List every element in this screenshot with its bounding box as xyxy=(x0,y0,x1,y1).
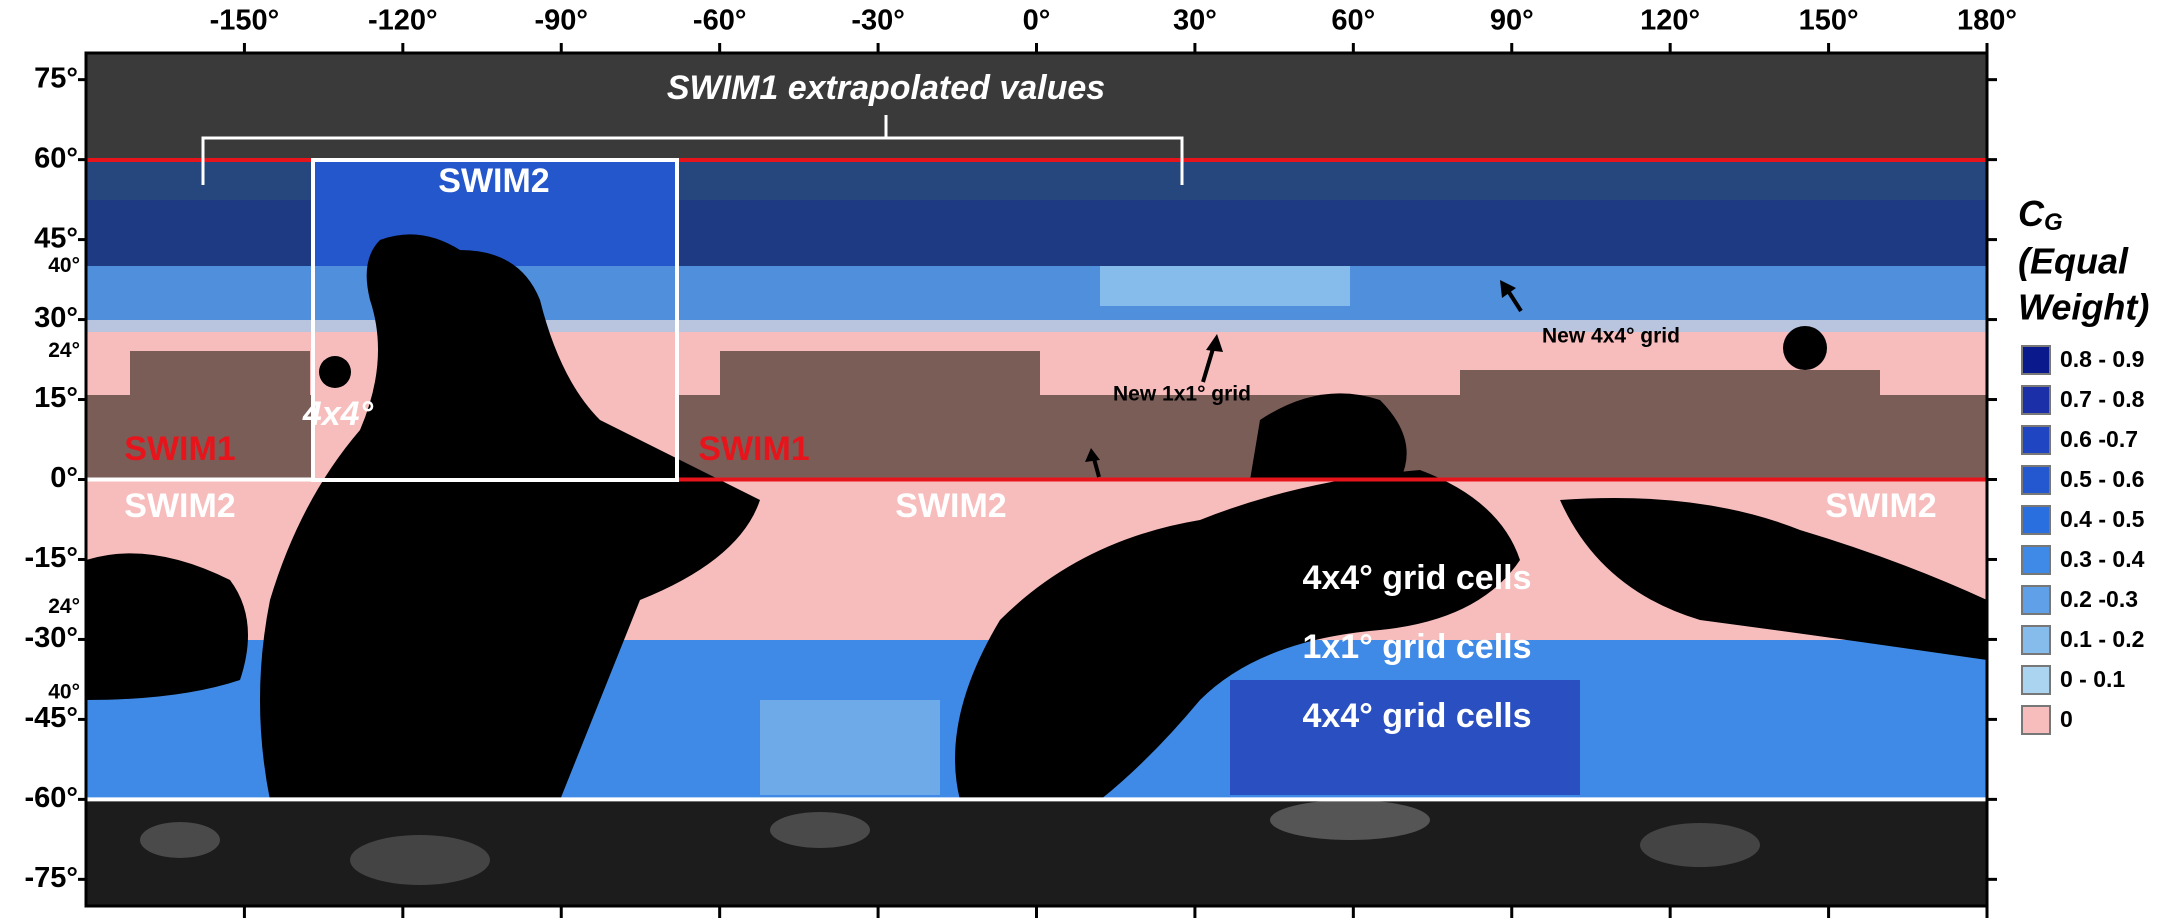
legend-swatch xyxy=(2021,505,2051,535)
legend-title-line: Weight) xyxy=(2018,287,2149,328)
y-tick-label: -15° xyxy=(24,542,78,574)
legend-swatch xyxy=(2021,385,2051,415)
annotation: 4x4° grid cells xyxy=(1302,559,1531,597)
inner-y-tick-label: 40° xyxy=(48,254,80,277)
legend-label: 0.8 - 0.9 xyxy=(2060,346,2144,372)
legend-title-line: (Equal xyxy=(2018,241,2129,282)
y-tick-label: 0° xyxy=(50,462,78,494)
annotation: SWIM1 extrapolated values xyxy=(667,69,1105,107)
y-tick-label: 15° xyxy=(34,382,78,414)
legend-swatch xyxy=(2021,545,2051,575)
annotation: 1x1° grid cells xyxy=(1302,628,1531,666)
x-tick-label: 180° xyxy=(1957,5,2017,37)
legend-swatch xyxy=(2021,465,2051,495)
inner-y-tick-label: 24° xyxy=(48,595,80,618)
y-tick-label: -60° xyxy=(24,782,78,814)
x-tick-label: 120° xyxy=(1640,5,1700,37)
y-tick-label: -30° xyxy=(24,622,78,654)
legend-label: 0.1 - 0.2 xyxy=(2060,626,2144,652)
y-tick-label: 60° xyxy=(34,142,78,174)
annotation: SWIM2 xyxy=(895,487,1006,525)
x-tick-label: 30° xyxy=(1173,5,1217,37)
legend-title: C xyxy=(2018,193,2045,234)
x-tick-label: 90° xyxy=(1490,5,1534,37)
legend-swatch xyxy=(2021,705,2051,735)
annotation: New 1x1° grid xyxy=(1113,383,1251,406)
axes: -150° -120° -90° -60° -30° 0° 30° 60° 90° 120° 150… xyxy=(24,5,2017,918)
x-tick-label: 60° xyxy=(1331,5,1375,37)
annotation: SWIM2 xyxy=(124,487,235,525)
annotations: SWIM1 extrapolated values SWIM2 4x4° SWI… xyxy=(124,69,1936,735)
legend-label: 0.2 -0.3 xyxy=(2060,586,2138,612)
legend-label: 0 xyxy=(2060,706,2073,732)
legend-label: 0 - 0.1 xyxy=(2060,666,2125,692)
legend-swatch xyxy=(2021,665,2051,695)
x-tick-label: -120° xyxy=(368,5,438,37)
annotation: New 4x4° grid xyxy=(1542,325,1680,348)
x-tick-label: 150° xyxy=(1799,5,1859,37)
annotation: 4x4° xyxy=(302,395,374,433)
legend-label: 0.4 - 0.5 xyxy=(2060,506,2145,532)
x-tick-label: -150° xyxy=(210,5,280,37)
annotation: SWIM1 xyxy=(698,430,809,468)
x-tick-label: 0° xyxy=(1023,5,1051,37)
y-tick-label: 75° xyxy=(34,62,78,94)
x-tick-label: -60° xyxy=(693,5,747,37)
annotation: SWIM2 xyxy=(438,162,549,200)
legend-label: 0.6 -0.7 xyxy=(2060,426,2138,452)
annotation: SWIM2 xyxy=(1825,487,1936,525)
inner-y-tick-label: 40° xyxy=(48,680,80,703)
legend-label: 0.7 - 0.8 xyxy=(2060,386,2145,412)
legend-label: 0.3 - 0.4 xyxy=(2060,546,2145,572)
y-tick-label: -45° xyxy=(24,702,78,734)
legend-title-sub: G xyxy=(2044,209,2063,236)
legend-swatch xyxy=(2021,425,2051,455)
legend-swatch xyxy=(2021,625,2051,655)
legend: CG (Equal Weight) 0.8 - 0.9 0.7 - 0.8 0.6 -0… xyxy=(2018,193,2149,735)
annotation: 4x4° grid cells xyxy=(1302,697,1531,735)
x-tick-label: -30° xyxy=(851,5,905,37)
legend-swatch xyxy=(2021,345,2051,375)
legend-title: CG xyxy=(2018,193,2063,237)
legend-swatch xyxy=(2021,585,2051,615)
y-tick-label: -75° xyxy=(24,862,78,894)
x-tick-label: -90° xyxy=(534,5,588,37)
legend-label: 0.5 - 0.6 xyxy=(2060,466,2144,492)
annotation: SWIM1 xyxy=(124,430,235,468)
y-tick-label: 30° xyxy=(34,302,78,334)
map-background xyxy=(84,51,1989,908)
y-tick-label: 45° xyxy=(34,222,78,254)
inner-y-tick-label: 24° xyxy=(48,339,80,362)
